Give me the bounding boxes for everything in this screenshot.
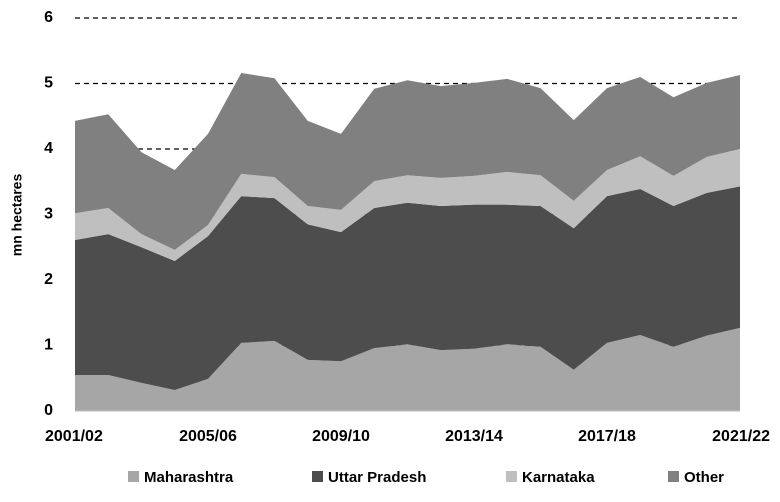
y-tick-label: 2: [44, 271, 53, 288]
x-tick-label: 2005/06: [179, 428, 237, 445]
x-tick-label: 2017/18: [578, 428, 636, 445]
legend-label: Uttar Pradesh: [328, 469, 426, 486]
y-tick-label: 4: [44, 140, 53, 157]
legend-label: Maharashtra: [144, 469, 234, 486]
legend-swatch: [506, 471, 517, 482]
area: [75, 149, 740, 262]
area: [75, 73, 740, 250]
y-tick-label: 1: [44, 337, 53, 354]
y-tick-label: 6: [44, 9, 53, 26]
x-tick-label: 2001/02: [45, 428, 103, 445]
legend-swatch: [312, 471, 323, 482]
legend-swatch: [668, 471, 679, 482]
legend-swatch: [128, 471, 139, 482]
legend-label: Other: [684, 469, 724, 486]
x-tick-label: 2021/22: [712, 428, 770, 445]
area: [75, 186, 740, 391]
legend-label: Karnataka: [522, 469, 595, 486]
x-tick-label: 2009/10: [312, 428, 370, 445]
y-axis-label: mn hectares: [9, 174, 25, 257]
x-tick-label: 2013/14: [445, 428, 503, 445]
y-tick-label: 5: [44, 75, 53, 92]
y-tick-label: 3: [44, 206, 53, 223]
y-tick-label: 0: [44, 402, 53, 419]
area: [75, 327, 740, 411]
